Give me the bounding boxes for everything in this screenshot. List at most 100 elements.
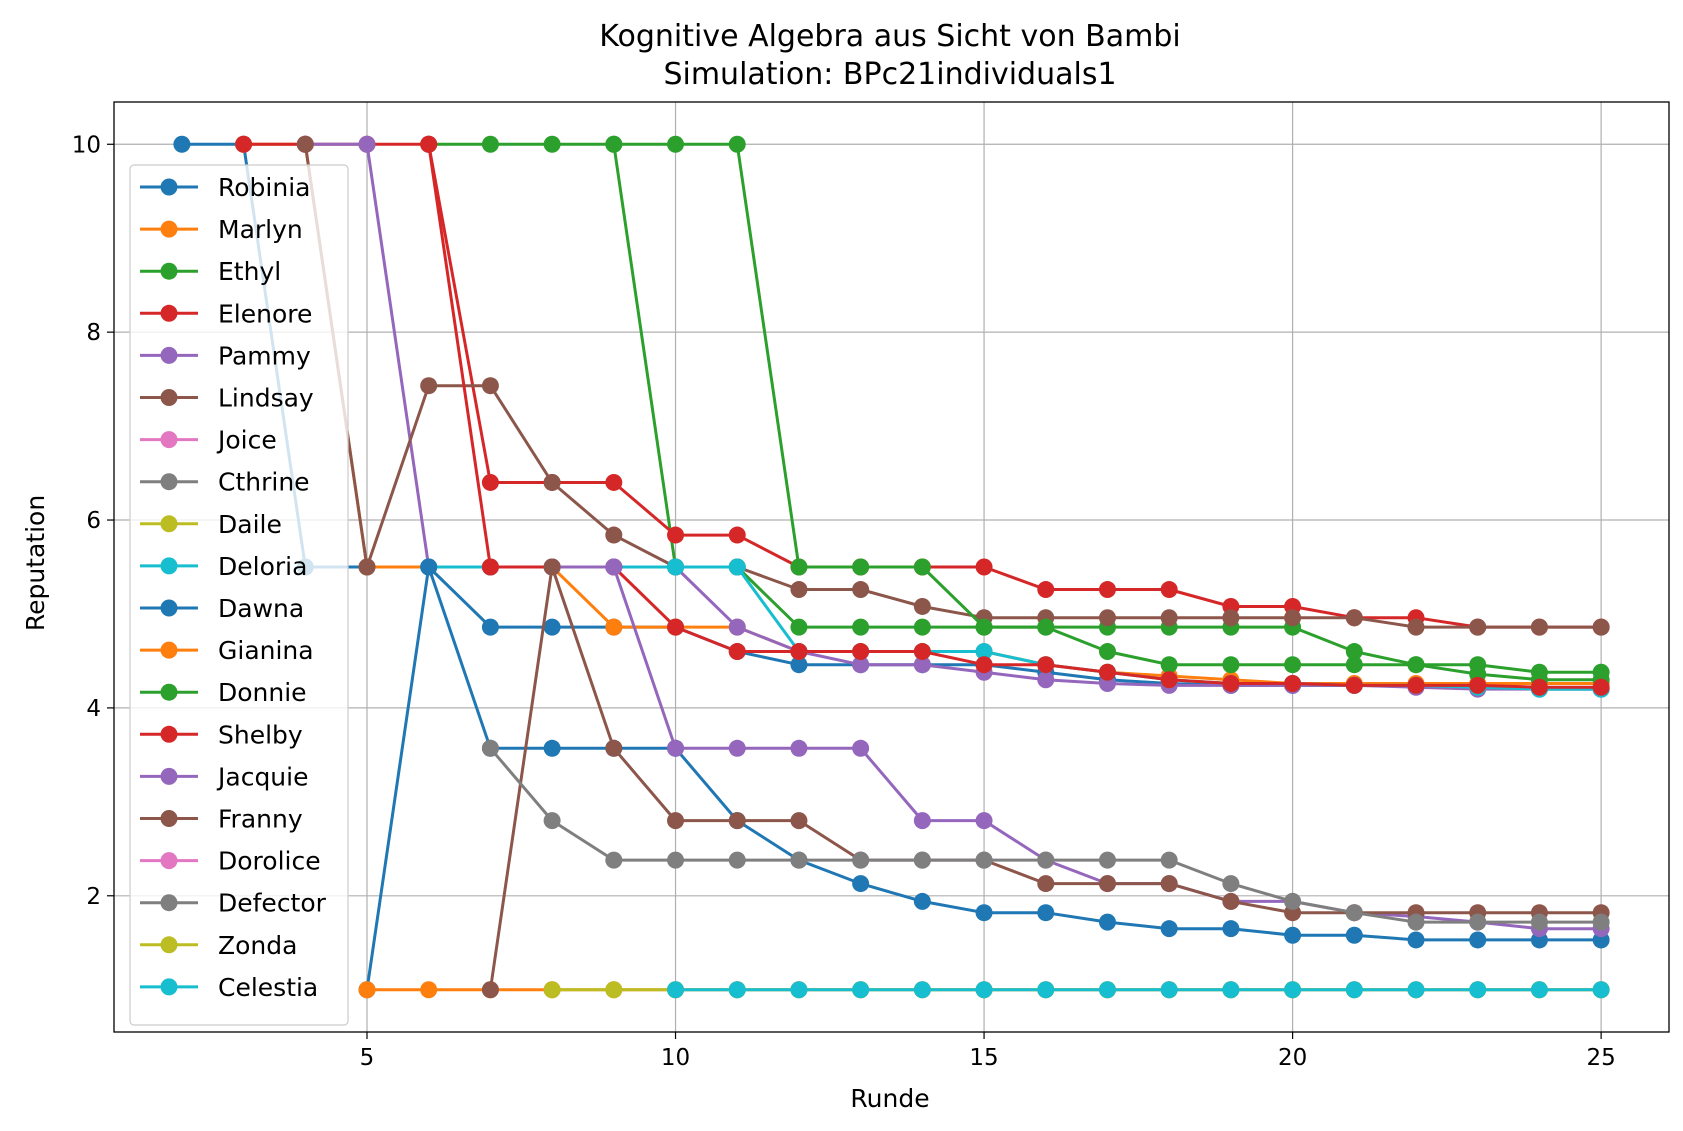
legend-item: Lindsay xyxy=(140,384,314,413)
y-tick-label: 2 xyxy=(86,884,101,910)
data-point xyxy=(1222,920,1240,938)
data-point xyxy=(481,618,499,636)
data-point xyxy=(852,581,870,599)
legend-marker xyxy=(160,262,178,280)
data-point xyxy=(913,597,931,615)
legend-marker xyxy=(160,767,178,785)
data-point xyxy=(975,618,993,636)
data-point xyxy=(1098,663,1116,681)
data-point xyxy=(790,656,808,674)
data-point xyxy=(605,526,623,544)
legend-item: Elenore xyxy=(140,299,312,328)
data-point xyxy=(481,739,499,757)
data-point xyxy=(543,981,561,999)
data-point xyxy=(296,135,314,153)
legend-item: Deloria xyxy=(140,552,307,581)
legend-label: Robinia xyxy=(218,173,310,202)
data-point xyxy=(1284,892,1302,910)
data-point xyxy=(975,812,993,830)
legend-marker xyxy=(160,304,178,322)
x-tick-label: 20 xyxy=(1278,1045,1307,1071)
legend-label: Dawna xyxy=(218,594,304,623)
data-point xyxy=(420,135,438,153)
data-point xyxy=(1530,678,1548,696)
data-point xyxy=(1345,656,1363,674)
x-tick-label: 25 xyxy=(1586,1045,1615,1071)
data-point xyxy=(728,739,746,757)
data-point xyxy=(1098,913,1116,931)
data-point xyxy=(667,526,685,544)
data-point xyxy=(1098,851,1116,869)
data-point xyxy=(1098,609,1116,627)
data-point xyxy=(1160,875,1178,893)
data-point xyxy=(605,135,623,153)
data-point xyxy=(975,981,993,999)
data-point xyxy=(975,656,993,674)
legend-label: Marlyn xyxy=(218,215,303,244)
series-line xyxy=(427,144,1602,689)
data-point xyxy=(790,851,808,869)
legend-label: Elenore xyxy=(218,299,312,328)
data-point xyxy=(913,812,931,830)
data-point xyxy=(1222,875,1240,893)
data-point xyxy=(605,618,623,636)
series-celestia xyxy=(667,981,1610,999)
data-point xyxy=(728,812,746,830)
data-point xyxy=(667,618,685,636)
legend-label: Shelby xyxy=(218,720,303,749)
data-point xyxy=(1530,663,1548,681)
data-point xyxy=(852,643,870,661)
legend-marker xyxy=(160,473,178,491)
data-point xyxy=(667,812,685,830)
data-point xyxy=(1284,609,1302,627)
legend-box xyxy=(129,164,349,1026)
data-point xyxy=(667,981,685,999)
legend-label: Celestia xyxy=(218,973,318,1002)
legend-item: Pammy xyxy=(140,341,311,370)
data-point xyxy=(1592,618,1610,636)
data-point xyxy=(852,851,870,869)
data-point xyxy=(790,643,808,661)
data-point xyxy=(728,558,746,576)
data-point xyxy=(1407,981,1425,999)
legend-marker xyxy=(160,978,178,996)
legend-marker xyxy=(160,683,178,701)
data-point xyxy=(1222,892,1240,910)
data-point xyxy=(1037,618,1055,636)
legend-label: Jacquie xyxy=(216,762,308,791)
series-line xyxy=(552,565,1602,931)
data-point xyxy=(1530,618,1548,636)
y-tick-label: 6 xyxy=(86,508,101,534)
data-point xyxy=(481,558,499,576)
y-tick-label: 4 xyxy=(86,696,101,722)
legend-label: Dorolice xyxy=(218,847,321,876)
data-point xyxy=(852,981,870,999)
data-point xyxy=(852,558,870,576)
legend-marker xyxy=(160,178,178,196)
data-point xyxy=(605,851,623,869)
data-point xyxy=(1098,875,1116,893)
data-point xyxy=(852,739,870,757)
data-point xyxy=(358,135,376,153)
legend-label: Pammy xyxy=(218,341,311,370)
data-point xyxy=(1345,643,1363,661)
data-point xyxy=(1407,618,1425,636)
data-point xyxy=(1160,656,1178,674)
legend-item: Celestia xyxy=(140,973,318,1002)
data-point xyxy=(1592,678,1610,696)
data-point xyxy=(543,739,561,757)
data-point xyxy=(1160,581,1178,599)
data-point xyxy=(1345,926,1363,944)
legend-item: Marlyn xyxy=(140,215,303,244)
data-point xyxy=(358,558,376,576)
chart-title: Kognitive Algebra aus Sicht von Bambi xyxy=(599,19,1180,54)
legend-label: Joice xyxy=(216,426,277,455)
legend-item: Daile xyxy=(140,510,282,539)
data-point xyxy=(913,892,931,910)
data-point xyxy=(1037,851,1055,869)
legend-label: Zonda xyxy=(218,931,297,960)
data-point xyxy=(913,851,931,869)
data-point xyxy=(1098,643,1116,661)
data-point xyxy=(1284,981,1302,999)
y-axis-label: Reputation xyxy=(21,495,50,631)
